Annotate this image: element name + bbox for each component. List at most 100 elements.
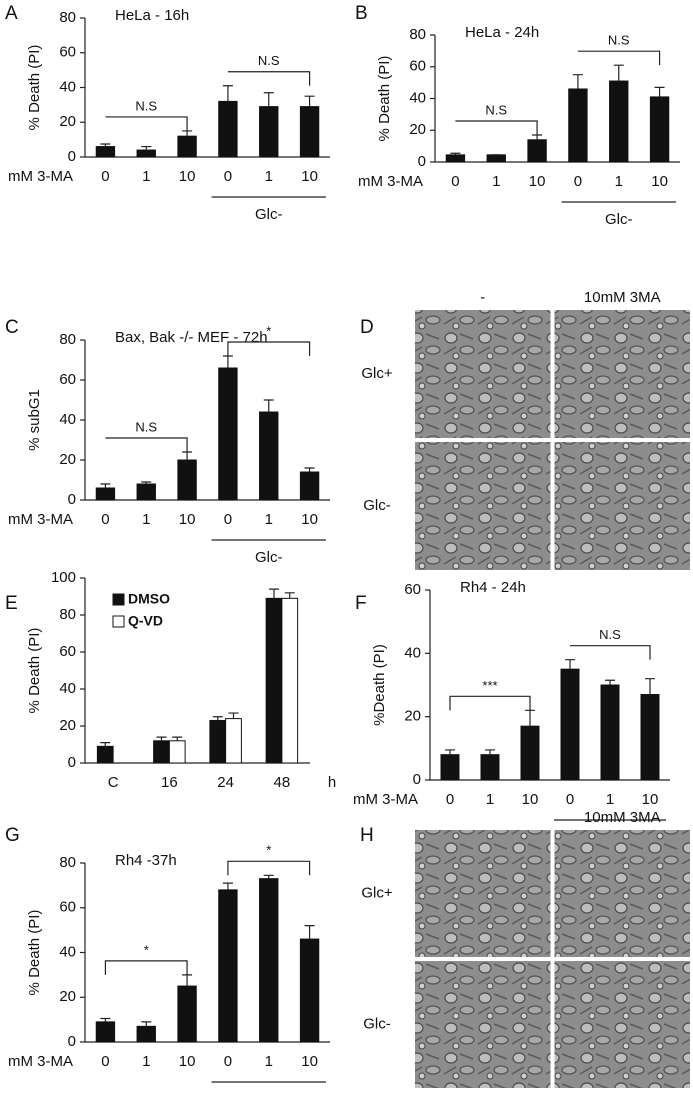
error-bar [645, 678, 655, 695]
error-bar [156, 736, 167, 741]
y-axis-label: % subG1 [26, 389, 43, 451]
x-tick-label: 10 [301, 168, 318, 185]
error-bar [172, 736, 183, 741]
x-tick-label: 1 [142, 511, 150, 528]
error-bar [182, 130, 193, 137]
error-bar [263, 399, 274, 412]
legend-swatch [112, 593, 125, 606]
bar [136, 1025, 156, 1043]
y-tick-label: 40 [59, 411, 76, 428]
bracket [105, 437, 188, 452]
error-bar [141, 481, 152, 484]
x-tick-label: 10 [179, 511, 196, 528]
micrograph [554, 830, 690, 957]
y-tick-label: 0 [68, 1033, 76, 1050]
bar [168, 740, 186, 764]
row-label: Glc- [363, 1015, 391, 1032]
bar [95, 487, 116, 501]
bracket [577, 50, 661, 66]
micrograph [554, 961, 690, 1088]
x-tick-label: 0 [101, 168, 109, 185]
micrograph [415, 830, 551, 957]
axis [84, 340, 330, 501]
error-bar [304, 467, 315, 472]
y-tick-label: 40 [59, 680, 76, 697]
panel-letter: H [360, 825, 374, 846]
bar [445, 154, 466, 163]
error-bar [222, 882, 233, 890]
error-bar [222, 355, 233, 368]
x-axis-unit: h [328, 774, 336, 791]
annotation: N.S [599, 627, 621, 642]
axis [84, 863, 330, 1043]
annotation: N.S [135, 419, 157, 434]
error-bar [182, 974, 193, 987]
error-bar [141, 1021, 152, 1027]
x-axis-label: mM 3-MA [358, 173, 423, 190]
legend-label: DMSO [128, 591, 170, 607]
error-bar [532, 134, 543, 140]
y-tick-label: 0 [68, 754, 76, 771]
micrograph [415, 961, 551, 1088]
bar [649, 96, 670, 163]
bar [177, 459, 197, 501]
y-tick-label: 40 [59, 78, 76, 95]
x-tick-label: 1 [265, 511, 273, 528]
bar [527, 139, 547, 163]
bracket [105, 116, 188, 131]
error-bar [263, 92, 274, 107]
error-bar [100, 742, 111, 747]
micrograph [554, 310, 690, 438]
y-tick-label: 20 [59, 451, 76, 468]
x-tick-label: 10 [301, 511, 318, 528]
bar [259, 878, 279, 1043]
y-tick-label: 80 [59, 606, 76, 623]
group-label: Glc- [605, 211, 633, 228]
x-axis-label: mM 3-MA [8, 168, 73, 185]
y-tick-label: 40 [409, 89, 426, 106]
error-bar [212, 716, 223, 721]
bar [520, 725, 540, 781]
bracket [227, 341, 311, 356]
x-tick-label: 1 [265, 168, 273, 185]
x-tick-label: 0 [101, 511, 109, 528]
x-tick-label: 10 [642, 791, 659, 808]
x-tick-label: 0 [224, 1053, 232, 1070]
bar [281, 597, 299, 764]
bar [259, 411, 279, 501]
bar [299, 938, 320, 1043]
bar [95, 1021, 116, 1043]
y-tick-label: 20 [409, 121, 426, 138]
annotation: * [266, 843, 271, 858]
group-label: Glc- [255, 1091, 283, 1093]
x-tick-label: 0 [574, 173, 582, 190]
panel-letter: B [355, 3, 368, 24]
error-bar [100, 143, 111, 147]
annotation: *** [482, 678, 497, 693]
row-label: Glc- [363, 497, 391, 514]
y-axis-label: % Death (PI) [26, 45, 43, 131]
axis [434, 35, 680, 163]
x-tick-label: 1 [606, 791, 614, 808]
x-tick-label: 48 [274, 774, 291, 791]
y-tick-label: 60 [404, 581, 421, 598]
bar [609, 80, 629, 163]
x-axis-label: mM 3-MA [353, 791, 418, 808]
x-tick-label: 0 [224, 511, 232, 528]
micrograph [415, 310, 551, 438]
error-bar [525, 709, 535, 727]
bar [640, 694, 660, 781]
x-tick-label: C [108, 774, 119, 791]
legend-label: Q-VD [128, 613, 163, 629]
annotation: N.S [258, 53, 280, 68]
panel-letter: D [360, 317, 374, 338]
x-tick-label: 1 [492, 173, 500, 190]
bar [177, 985, 197, 1043]
bar [265, 597, 283, 764]
micrograph [554, 442, 690, 570]
bar [600, 684, 620, 781]
bar [225, 718, 242, 764]
x-tick-label: 0 [101, 1053, 109, 1070]
bar [153, 740, 170, 764]
bar [218, 889, 238, 1043]
